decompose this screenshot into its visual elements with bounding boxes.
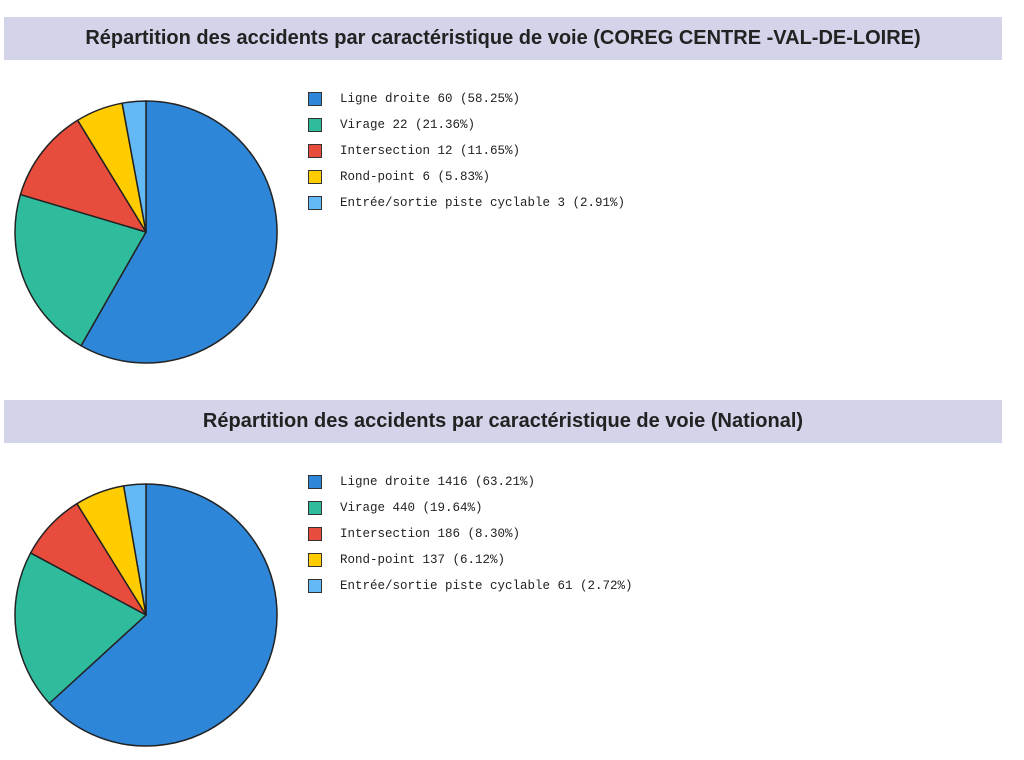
pie-slice-virage — [14, 552, 147, 705]
legend-item: Intersection 186 (8.30%) — [308, 521, 633, 547]
pie-chart — [14, 483, 278, 747]
legend-label: Rond-point 6 (5.83%) — [340, 170, 491, 184]
pie-slice-piste-cyclable — [122, 483, 147, 616]
legend-label: Intersection 186 (8.30%) — [340, 527, 521, 541]
legend-label: Virage 440 (19.64%) — [340, 501, 483, 515]
chart-header: Répartition des accidents par caractéris… — [4, 400, 1002, 443]
legend-label: Rond-point 137 (6.12%) — [340, 553, 506, 567]
pie-slice-piste-cyclable — [121, 100, 147, 233]
chart-legend: Ligne droite 1416 (63.21%) Virage 440 (1… — [308, 469, 633, 599]
chart-title: Répartition des accidents par caractéris… — [85, 27, 921, 49]
legend-swatch — [308, 144, 322, 158]
legend-item: Ligne droite 60 (58.25%) — [308, 86, 625, 112]
legend-swatch — [308, 501, 322, 515]
legend-label: Virage 22 (21.36%) — [340, 118, 476, 132]
legend-label: Intersection 12 (11.65%) — [340, 144, 521, 158]
pie-slice-ligne-droite — [80, 100, 278, 364]
legend-item: Virage 22 (21.36%) — [308, 112, 625, 138]
legend-swatch — [308, 170, 322, 184]
pie-slice-virage — [14, 193, 147, 347]
legend-label: Entrée/sortie piste cyclable 3 (2.91%) — [340, 196, 626, 210]
pie-chart — [14, 100, 278, 364]
legend-label: Ligne droite 60 (58.25%) — [340, 92, 521, 106]
legend-item: Rond-point 6 (5.83%) — [308, 164, 625, 190]
chart-title: Répartition des accidents par caractéris… — [202, 410, 804, 432]
legend-swatch — [308, 579, 322, 593]
pie-slice-intersection — [19, 119, 147, 233]
legend-swatch — [308, 475, 322, 489]
legend-item: Ligne droite 1416 (63.21%) — [308, 469, 633, 495]
legend-swatch — [308, 118, 322, 132]
legend-swatch — [308, 527, 322, 541]
legend-label: Entrée/sortie piste cyclable 61 (2.72%) — [340, 579, 633, 593]
legend-swatch — [308, 553, 322, 567]
legend-item: Entrée/sortie piste cyclable 3 (2.91%) — [308, 190, 625, 216]
chart-header: Répartition des accidents par caractéris… — [4, 17, 1002, 60]
legend-item: Virage 440 (19.64%) — [308, 495, 633, 521]
legend-swatch — [308, 92, 322, 106]
legend-item: Rond-point 137 (6.12%) — [308, 547, 633, 573]
legend-swatch — [308, 196, 322, 210]
chart-legend: Ligne droite 60 (58.25%) Virage 22 (21.3… — [308, 86, 625, 216]
legend-item: Intersection 12 (11.65%) — [308, 138, 625, 164]
legend-label: Ligne droite 1416 (63.21%) — [340, 475, 536, 489]
pie-slice-ligne-droite — [48, 483, 278, 747]
legend-item: Entrée/sortie piste cyclable 61 (2.72%) — [308, 573, 633, 599]
